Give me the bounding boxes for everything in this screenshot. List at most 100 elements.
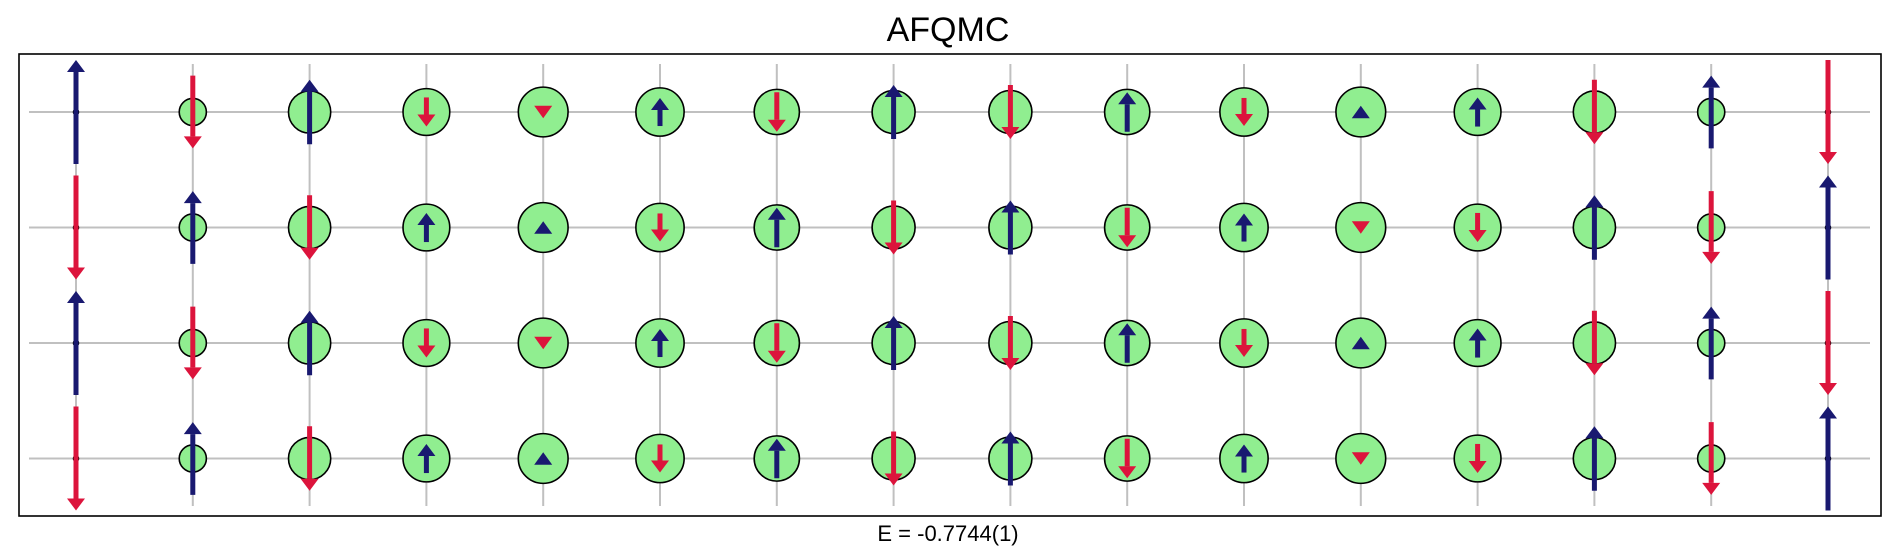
lattice-site bbox=[1572, 426, 1617, 491]
lattice-site bbox=[67, 291, 85, 395]
lattice-site bbox=[1453, 87, 1502, 137]
spin-up-arrowhead bbox=[183, 422, 202, 435]
spin-up-arrowhead bbox=[67, 291, 85, 303]
lattice-site bbox=[517, 201, 569, 254]
spin-up-arrowhead bbox=[417, 212, 436, 225]
lattice-site bbox=[871, 315, 916, 371]
spin-up-arrowhead bbox=[884, 315, 903, 328]
lattice-site bbox=[67, 406, 85, 511]
lattice-site bbox=[988, 84, 1033, 140]
lattice-site bbox=[988, 431, 1033, 486]
spin-down-arrowhead bbox=[1819, 152, 1837, 164]
spin-down-arrowhead bbox=[183, 136, 202, 149]
figure-title: AFQMC bbox=[887, 11, 1010, 49]
lattice-site bbox=[1696, 191, 1726, 264]
lattice-site bbox=[753, 204, 801, 251]
spin-down-arrowhead bbox=[1702, 482, 1721, 495]
lattice-site bbox=[67, 175, 85, 280]
lattice-site bbox=[1335, 317, 1387, 369]
lattice-site bbox=[178, 191, 208, 264]
lattice-site bbox=[517, 86, 569, 138]
spin-up-arrowhead bbox=[1235, 444, 1253, 457]
lattice-site bbox=[1572, 195, 1617, 260]
spin-down-arrowhead bbox=[417, 114, 436, 127]
lattice-site bbox=[402, 87, 451, 137]
spin-down-arrowhead bbox=[651, 229, 669, 242]
spin-up-arrowhead bbox=[884, 84, 903, 97]
spin-down-arrowhead bbox=[884, 242, 903, 255]
lattice-site bbox=[1335, 86, 1387, 138]
spin-up-arrowhead bbox=[1001, 200, 1020, 213]
spin-up-arrowhead bbox=[300, 79, 319, 92]
spin-up-arrowhead bbox=[1351, 336, 1370, 350]
lattice-site bbox=[635, 433, 685, 484]
lattice-site bbox=[635, 318, 685, 368]
lattice-site bbox=[1219, 202, 1269, 253]
spin-up-arrowhead bbox=[534, 221, 553, 234]
lattice-site bbox=[635, 87, 685, 137]
lattice-site bbox=[287, 79, 332, 145]
lattice-site bbox=[1335, 201, 1387, 254]
lattice-site bbox=[988, 200, 1033, 255]
lattice-site bbox=[1103, 319, 1151, 367]
spin-up-arrowhead bbox=[1702, 75, 1721, 88]
lattice-site bbox=[178, 306, 208, 380]
energy-label: E = -0.7744(1) bbox=[877, 521, 1018, 546]
lattice-site bbox=[67, 60, 85, 164]
spin-down-arrowhead bbox=[417, 345, 436, 358]
lattice-site bbox=[178, 422, 208, 495]
lattice-site bbox=[1453, 318, 1502, 368]
lattice-site bbox=[871, 431, 916, 486]
spin-up-arrowhead bbox=[1468, 97, 1487, 110]
lattice-site bbox=[1696, 306, 1726, 380]
spin-down-arrowhead bbox=[651, 460, 669, 473]
lattice-site bbox=[1696, 75, 1726, 149]
lattice-site bbox=[871, 84, 916, 140]
spin-down-arrowhead bbox=[67, 498, 85, 511]
spin-up-arrowhead bbox=[1351, 105, 1370, 119]
lattice-site bbox=[402, 434, 451, 483]
spin-down-arrowhead bbox=[183, 367, 202, 380]
spin-down-arrowhead bbox=[1118, 466, 1137, 479]
spin-up-arrowhead bbox=[1819, 406, 1837, 419]
lattice-site bbox=[1335, 432, 1387, 485]
spin-down-arrowhead bbox=[1235, 114, 1253, 127]
lattice-site bbox=[1103, 204, 1151, 251]
spin-up-arrowhead bbox=[651, 97, 669, 110]
lattice-site bbox=[1103, 88, 1151, 136]
lattice-site bbox=[1219, 433, 1269, 484]
lattice-site bbox=[871, 200, 916, 255]
spin-down-arrowhead bbox=[1702, 251, 1721, 264]
lattice-site bbox=[1572, 79, 1617, 145]
spin-up-arrowhead bbox=[1118, 92, 1137, 105]
spin-down-arrowhead bbox=[767, 119, 786, 132]
lattice-site bbox=[753, 88, 801, 136]
spin-down-arrowhead bbox=[1468, 461, 1487, 474]
spin-up-arrowhead bbox=[767, 438, 786, 451]
lattice-site bbox=[635, 202, 685, 253]
spin-up-arrowhead bbox=[1118, 323, 1137, 336]
spin-down-arrowhead bbox=[1351, 221, 1370, 234]
spin-up-arrowhead bbox=[1585, 426, 1604, 439]
spin-up-arrowhead bbox=[1468, 328, 1487, 341]
lattice-site bbox=[402, 203, 451, 252]
lattice-site bbox=[402, 318, 451, 368]
spin-up-arrowhead bbox=[67, 60, 85, 72]
lattice-sites bbox=[67, 60, 1837, 511]
lattice-site bbox=[517, 317, 569, 369]
lattice-site bbox=[287, 426, 332, 491]
spin-down-arrowhead bbox=[1351, 452, 1370, 465]
spin-down-arrowhead bbox=[1585, 363, 1604, 376]
spin-up-arrowhead bbox=[534, 452, 553, 465]
lattice-site bbox=[1453, 434, 1502, 483]
spin-up-arrowhead bbox=[417, 443, 436, 456]
lattice-site bbox=[1819, 60, 1837, 164]
lattice-site bbox=[287, 195, 332, 260]
spin-down-arrowhead bbox=[1819, 383, 1837, 395]
lattice-site bbox=[753, 435, 801, 482]
lattice-site bbox=[1219, 87, 1269, 137]
lattice-site bbox=[1453, 203, 1502, 252]
spin-up-arrowhead bbox=[300, 310, 319, 323]
lattice-site bbox=[988, 315, 1033, 371]
